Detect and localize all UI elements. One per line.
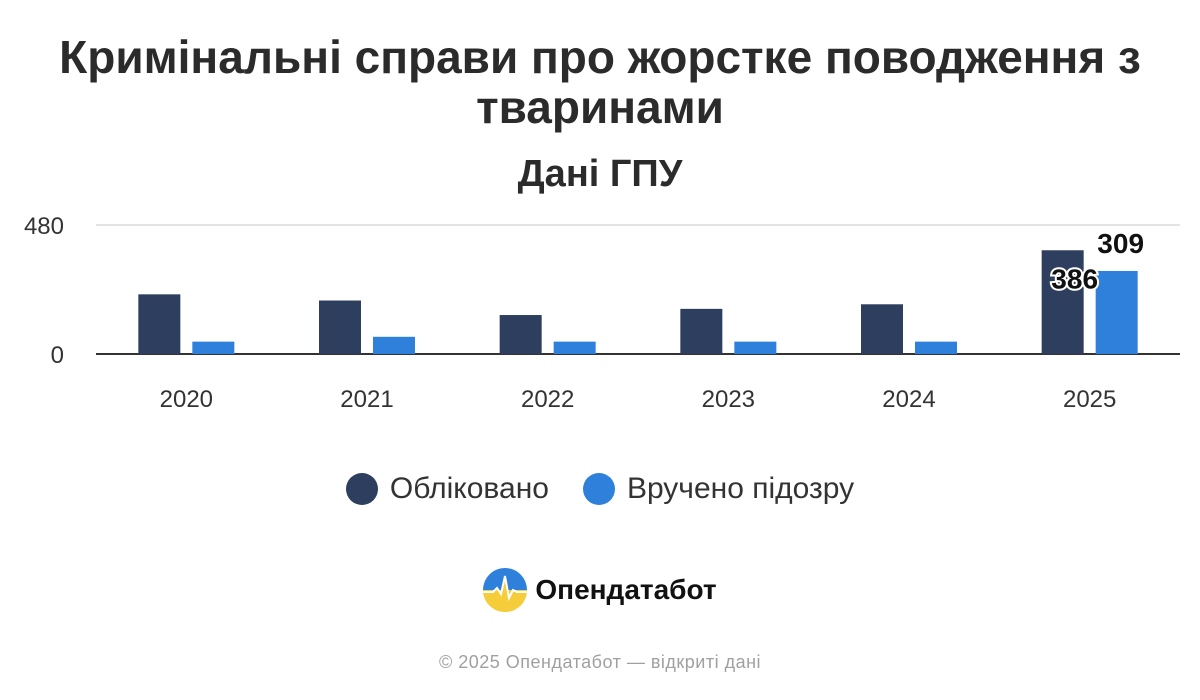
bar-suspicion <box>734 341 777 354</box>
legend-item-registered[interactable]: Обліковано <box>345 472 549 506</box>
legend-item-suspicion[interactable]: Вручено підозру <box>582 472 855 506</box>
bar-registered <box>861 304 903 354</box>
x-tick-label: 2025 <box>1063 386 1116 413</box>
bar-registered <box>680 308 723 354</box>
x-tick-label: 2021 <box>340 386 393 413</box>
legend-label-registered: Обліковано <box>389 472 549 505</box>
bar-registered <box>138 294 181 354</box>
bar-registered <box>319 300 361 354</box>
x-tick-label: 2024 <box>882 386 935 413</box>
bar-suspicion <box>553 341 596 354</box>
bar-suspicion <box>373 336 415 354</box>
chart-title: Кримінальні справи про жорстке поводженн… <box>59 31 1141 133</box>
chart-subtitle: Дані ГПУ <box>517 153 683 195</box>
legend-swatch-registered <box>345 473 378 505</box>
x-tick-label: 2020 <box>160 386 213 413</box>
data-label: 386 <box>1051 263 1098 294</box>
x-tick-label: 2023 <box>702 386 755 413</box>
bar-registered <box>1041 250 1084 354</box>
bar-suspicion <box>192 341 235 354</box>
y-tick-label: 0 <box>51 342 64 369</box>
legend-swatch-suspicion <box>582 473 615 505</box>
bar-registered <box>499 315 542 354</box>
bars-layer <box>138 250 1138 354</box>
footer-copyright: © 2025 Опендатабот — відкриті дані <box>438 652 762 672</box>
grid-layer: 0 480 2020 2021 2022 2023 2024 2025 <box>24 213 1180 413</box>
bar-suspicion <box>1095 270 1138 354</box>
y-tick-label: 480 <box>24 213 64 240</box>
data-label: 309 <box>1097 228 1144 259</box>
x-tick-label: 2022 <box>521 386 574 413</box>
bar-suspicion <box>915 341 957 354</box>
brand-name: Опендатабот <box>535 574 717 605</box>
legend-label-suspicion: Вручено підозру <box>626 472 855 505</box>
chart-legend: Обліковано Вручено підозру <box>0 472 1200 506</box>
opendatabot-logo-icon <box>483 568 528 612</box>
brand: Опендатабот <box>0 568 1200 612</box>
